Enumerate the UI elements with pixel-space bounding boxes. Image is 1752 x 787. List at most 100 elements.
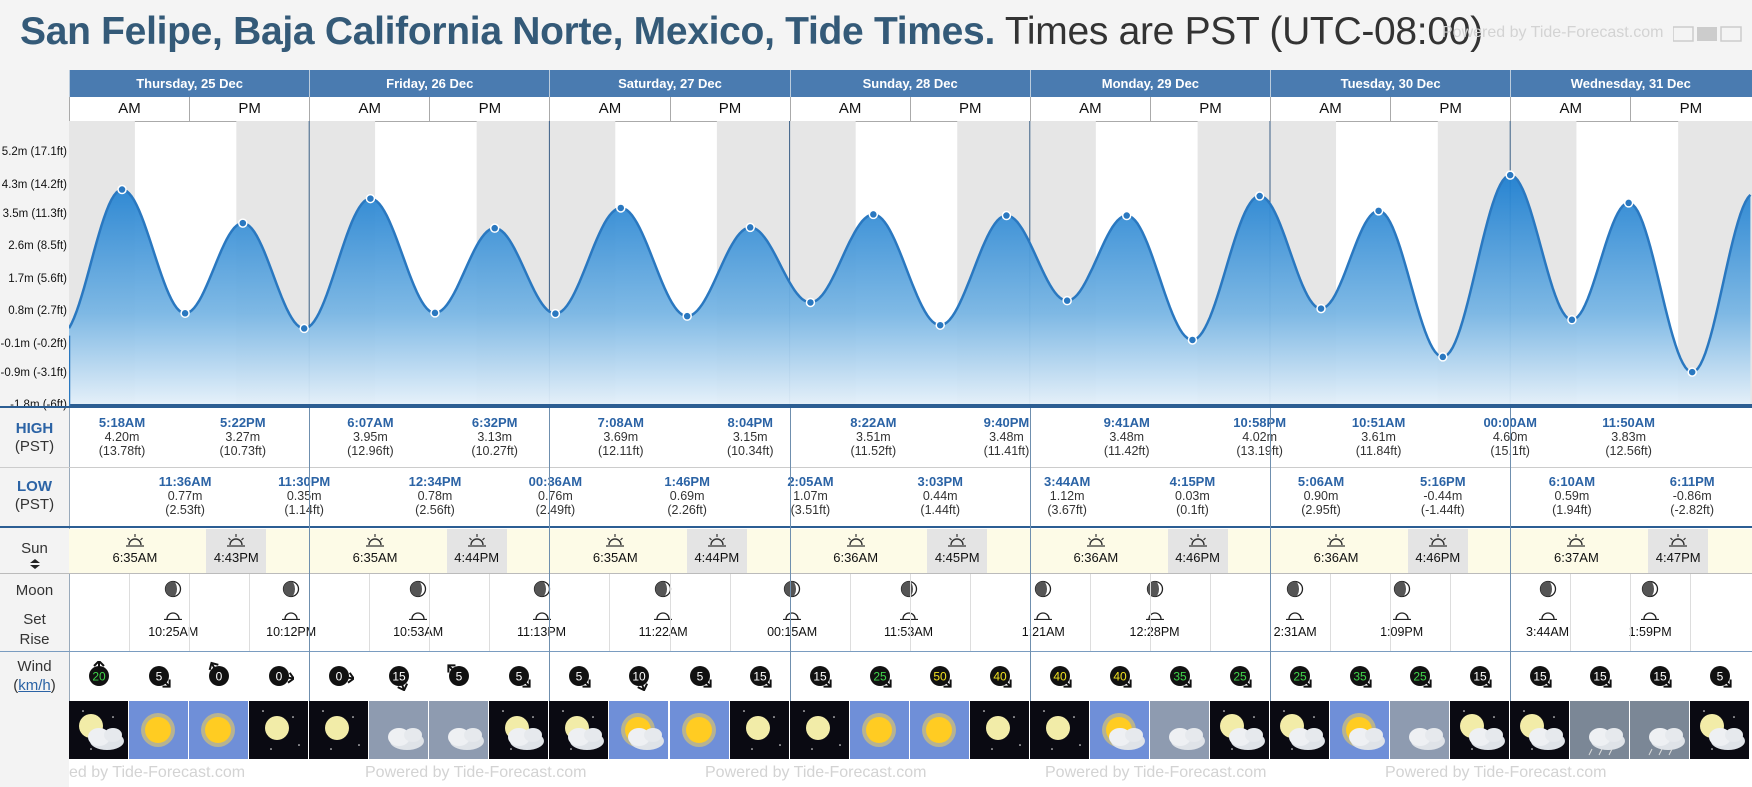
tide-time: 9:40PM — [983, 415, 1030, 430]
wind-indicator: 15 — [1465, 661, 1495, 691]
row-divider — [0, 467, 1752, 468]
ampm-label: PM — [909, 97, 1030, 121]
sunset-icon — [225, 534, 247, 550]
wind-indicator: 40 — [1105, 661, 1135, 691]
wind-speed: 10 — [633, 670, 647, 684]
tide-height-ft: (3.67ft) — [1047, 503, 1087, 517]
day-divider-line — [1510, 408, 1512, 701]
tide-height-m: 3.15m — [732, 430, 768, 444]
sunrise-entry: 6:36AM — [821, 533, 891, 565]
high-tide-point — [1505, 170, 1515, 180]
sunset-time: 4:44PM — [694, 550, 740, 565]
wind-speed: 15 — [1473, 670, 1487, 684]
sunrise-time: 6:35AM — [352, 550, 398, 565]
wind-indicator: 35 — [1345, 661, 1375, 691]
wind-speed: 20 — [92, 670, 106, 684]
slot-divider-line — [1209, 574, 1211, 651]
tide-time: 6:07AM — [347, 415, 394, 430]
sunset-icon — [1667, 534, 1689, 550]
moon-rise-label: Rise — [19, 631, 50, 648]
moon-set-entry: 10:12PM — [256, 580, 326, 639]
high-tide-entry: 10:51AM 3.61m (11.84ft) — [1319, 416, 1439, 459]
tide-time: 11:36AM — [158, 474, 212, 489]
tide-height-ft: (1.44ft) — [920, 503, 961, 517]
tide-height-ft: (11.41ft) — [983, 444, 1030, 458]
wind-arrow-icon: 0 — [269, 666, 296, 686]
moon-rise-time: 10:53AM — [393, 625, 444, 639]
wind-indicator: 5 — [685, 661, 715, 691]
low-tide-entry: 11:36AM 0.77m (2.53ft) — [125, 474, 245, 518]
weather-cloud-icon — [1390, 701, 1450, 759]
low-tide-entry: 5:16PM -0.44m (-1.44ft) — [1383, 475, 1503, 518]
weather-sun-icon — [909, 701, 969, 759]
moon-phase-icon — [1120, 580, 1190, 601]
wind-row-label: Wind (km/h) — [13, 658, 56, 694]
tide-height-m: 4.20m — [104, 430, 140, 444]
row-divider — [0, 573, 1752, 574]
y-axis-tick-label: -0.9m (-3.1ft) — [0, 366, 67, 379]
tide-time: 3:03PM — [917, 474, 963, 489]
moon-set-icon — [1260, 609, 1330, 623]
weather-night-cloud-icon — [1450, 701, 1510, 759]
y-axis-tick-label: 2.6m (8.5ft) — [8, 240, 67, 253]
moon-set-entry: 11:13PM — [507, 580, 577, 639]
sunrise-entry: 6:37AM — [1541, 533, 1611, 565]
sunrise-icon — [604, 534, 626, 550]
wind-arrow-icon: 35 — [1169, 666, 1192, 688]
y-axis-tick-label: 1.7m (5.6ft) — [8, 272, 67, 285]
low-tide-point — [180, 308, 190, 319]
high-tide-entry: 6:32PM 3.13m (10.27ft) — [435, 415, 555, 459]
moon-rise-icon — [628, 609, 698, 623]
tide-time: 8:04PM — [727, 415, 773, 430]
wind-speed: 15 — [813, 670, 827, 684]
wind-indicator: 0 — [204, 661, 234, 691]
wind-unit-link[interactable]: km/h — [18, 677, 51, 694]
tide-height-m: 0.90m — [1303, 489, 1339, 503]
tide-height-m: 0.77m — [167, 489, 203, 503]
ampm-label: AM — [69, 97, 189, 121]
moon-set-time: 10:12PM — [266, 625, 317, 639]
weather-cloud-icon — [369, 701, 429, 759]
high-tide-point — [1121, 210, 1132, 221]
tide-height-ft: (11.84ft) — [1355, 444, 1402, 458]
weather-night-clear-icon — [309, 701, 369, 759]
sunset-entry: 4:45PM — [922, 533, 992, 565]
high-tide-entry: 9:40PM 3.48m (11.41ft) — [946, 415, 1066, 459]
ampm-label: PM — [429, 97, 549, 121]
moon-rise-entry: 12:28PM — [1120, 580, 1190, 639]
tide-curve — [69, 173, 1752, 374]
wind-indicator: 20 — [84, 659, 114, 691]
high-tide-point — [117, 184, 127, 195]
moon-divider — [0, 651, 1752, 652]
sunset-entry: 4:44PM — [442, 533, 512, 565]
slot-divider-line — [129, 574, 131, 651]
sunrise-entry: 6:35AM — [580, 533, 650, 565]
tide-time: 6:32PM — [471, 415, 518, 430]
sunset-entry: 4:43PM — [201, 533, 271, 565]
tide-time: 1:46PM — [664, 474, 710, 489]
high-tide-entry: 10:58PM 4.02m (13.19ft) — [1200, 416, 1320, 459]
ampm-label: PM — [189, 97, 309, 121]
low-tide-point — [299, 323, 309, 334]
page-title: San Felipe, Baja California Norte, Mexic… — [20, 10, 1483, 54]
moon-row-label: Moon — [15, 582, 54, 599]
tide-height-ft: (-2.82ft) — [1670, 503, 1715, 517]
day-divider-line — [789, 408, 791, 701]
slot-divider-line — [1390, 574, 1392, 651]
moon-phase-icon — [1008, 580, 1078, 601]
tide-height-ft: (12.11ft) — [597, 444, 644, 458]
tide-height-ft: (3.51ft) — [790, 503, 831, 517]
high-tide-entry: 5:22PM 3.27m (10.73ft) — [183, 416, 303, 459]
low-tide-entry: 6:11PM -0.86m (-2.82ft) — [1632, 475, 1752, 518]
sunrise-time: 6:37AM — [1554, 550, 1599, 565]
ampm-label: PM — [1149, 97, 1270, 121]
weather-sun-icon — [129, 701, 189, 759]
moon-rise-time: 1:59PM — [1628, 625, 1672, 639]
low-tide-point — [805, 297, 816, 308]
day-header-2: Saturday, 27 Dec — [549, 70, 789, 97]
sunset-icon — [1187, 534, 1209, 550]
high-tide-entry: 6:07AM 3.95m (12.96ft) — [310, 415, 430, 459]
sunset-time: 4:46PM — [1175, 550, 1220, 565]
slot-divider-line — [1450, 574, 1452, 651]
wind-arrow-icon: 15 — [749, 666, 772, 688]
